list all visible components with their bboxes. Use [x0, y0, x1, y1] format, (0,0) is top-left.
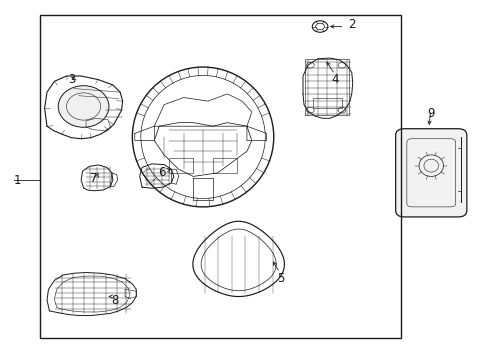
Ellipse shape — [132, 67, 273, 207]
Text: 5: 5 — [277, 272, 284, 285]
Text: 9: 9 — [427, 107, 434, 120]
Text: 7: 7 — [89, 172, 97, 185]
Bar — [312, 98, 341, 108]
Text: 1: 1 — [14, 174, 21, 186]
Text: 2: 2 — [347, 18, 355, 31]
Bar — [212, 158, 237, 173]
Text: 8: 8 — [111, 294, 119, 307]
Text: 6: 6 — [158, 166, 165, 179]
Text: 3: 3 — [67, 73, 75, 86]
Bar — [40, 15, 400, 338]
Ellipse shape — [58, 86, 109, 127]
FancyBboxPatch shape — [395, 129, 466, 217]
Text: 4: 4 — [330, 73, 338, 86]
Bar — [168, 158, 193, 173]
